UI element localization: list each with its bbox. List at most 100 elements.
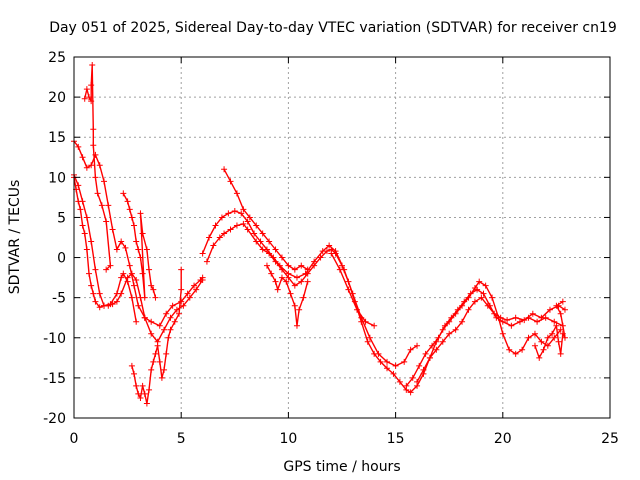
data-point	[319, 248, 326, 255]
y-tick-label: 0	[57, 251, 66, 267]
series-line	[201, 210, 418, 367]
data-point	[141, 294, 148, 301]
data-point	[536, 354, 543, 361]
x-tick-label: 0	[70, 431, 79, 447]
data-point	[244, 226, 251, 233]
data-point	[384, 358, 391, 365]
data-point	[90, 142, 97, 149]
data-point	[218, 214, 225, 221]
y-tick-label: -15	[43, 371, 66, 387]
x-tick-label: 25	[601, 431, 619, 447]
data-point	[88, 98, 95, 105]
data-point	[81, 230, 88, 237]
data-point	[332, 248, 339, 255]
data-point	[489, 294, 496, 301]
data-point	[272, 278, 279, 285]
data-point	[199, 277, 206, 284]
data-point	[109, 226, 116, 233]
data-point	[141, 390, 148, 397]
data-point	[263, 262, 270, 269]
data-point	[203, 258, 210, 265]
data-point	[285, 262, 292, 269]
y-axis-label: SDTVAR / TECUs	[7, 180, 23, 295]
data-point	[328, 250, 335, 257]
data-point	[131, 282, 138, 289]
data-point	[90, 126, 97, 133]
data-point	[92, 266, 99, 273]
data-point	[148, 318, 155, 325]
data-point	[551, 334, 558, 341]
data-point	[345, 286, 352, 293]
data-point	[298, 278, 305, 285]
data-point	[371, 322, 378, 329]
data-point	[98, 202, 105, 209]
series-track-8	[403, 286, 566, 389]
data-point	[407, 346, 414, 353]
data-point	[154, 342, 161, 349]
data-point	[128, 270, 135, 277]
data-point	[148, 282, 155, 289]
data-point	[377, 358, 384, 365]
data-point	[531, 330, 538, 337]
data-point	[302, 270, 309, 277]
data-point	[137, 210, 144, 217]
data-point	[146, 386, 153, 393]
data-point	[240, 206, 247, 213]
y-tick-labels: -20 -15 -10 -5 0 5 10 15 20 25	[43, 50, 66, 427]
data-point	[169, 302, 176, 309]
data-point	[266, 238, 273, 245]
data-point	[221, 166, 228, 173]
data-point	[79, 222, 86, 229]
data-point	[227, 178, 234, 185]
data-point	[285, 270, 292, 277]
data-point	[148, 366, 155, 373]
series-track-6	[328, 250, 378, 329]
data-point	[416, 362, 423, 369]
data-point	[403, 382, 410, 389]
data-point	[231, 208, 238, 215]
data-point	[221, 230, 228, 237]
data-point	[107, 262, 114, 269]
series-line	[266, 265, 309, 327]
x-tick-label: 10	[279, 431, 297, 447]
data-point	[251, 230, 258, 237]
data-point	[559, 330, 566, 337]
data-point	[538, 338, 545, 345]
data-point	[259, 230, 266, 237]
data-point	[287, 290, 294, 297]
data-point	[559, 298, 566, 305]
data-point	[133, 277, 140, 284]
data-point	[276, 262, 283, 269]
data-point	[161, 326, 168, 333]
data-point	[227, 226, 234, 233]
data-point	[150, 358, 157, 365]
data-point	[88, 282, 95, 289]
data-point	[83, 86, 90, 93]
data-point	[512, 350, 519, 357]
data-point	[317, 254, 324, 261]
data-point	[407, 389, 414, 396]
data-point	[141, 314, 148, 321]
data-point	[459, 318, 466, 325]
data-point	[461, 298, 468, 305]
data-point	[135, 390, 142, 397]
y-tick-label: -20	[43, 411, 66, 427]
data-series	[71, 62, 568, 407]
data-point	[103, 218, 110, 225]
data-point	[304, 278, 311, 285]
data-point	[148, 330, 155, 337]
data-point	[392, 362, 399, 369]
data-point	[135, 302, 142, 309]
data-point	[544, 342, 551, 349]
data-point	[152, 294, 159, 301]
x-axis-label: GPS time / hours	[283, 459, 400, 475]
data-point	[471, 298, 478, 305]
data-point	[452, 326, 459, 333]
data-point	[274, 286, 281, 293]
data-point	[534, 318, 541, 325]
data-point	[278, 274, 285, 281]
data-point	[75, 198, 82, 205]
series-track-9	[414, 294, 568, 385]
chart-title: Day 051 of 2025, Sidereal Day-to-day VTE…	[49, 20, 617, 36]
